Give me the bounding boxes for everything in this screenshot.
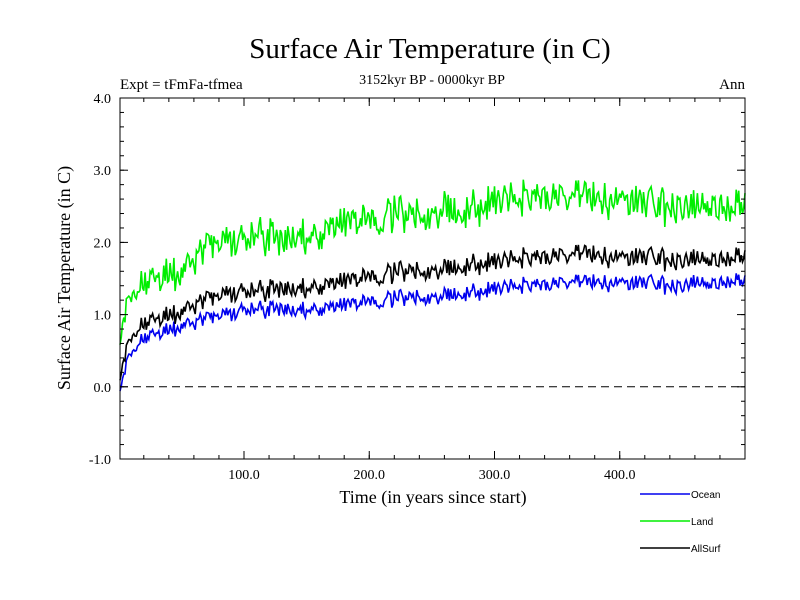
- ticks-layer: -1.0 0.0 1.0 2.0 3.0 4.0 100.0 200.0 300.0 400.0: [89, 92, 746, 483]
- y-tick-label: 3.0: [94, 164, 112, 179]
- series-line-land: [119, 179, 746, 345]
- legend: Ocean Land AllSurf: [640, 490, 721, 555]
- legend-label-allsurf: AllSurf: [691, 544, 721, 555]
- legend-label-ocean: Ocean: [691, 490, 720, 501]
- y-tick-label: 4.0: [94, 92, 112, 107]
- legend-label-land: Land: [691, 517, 713, 528]
- x-tick-label: 200.0: [353, 468, 385, 483]
- y-tick-label: 1.0: [94, 309, 112, 324]
- plot-frame: [119, 97, 746, 460]
- series-line-ocean: [119, 273, 746, 392]
- y-tick-label: -1.0: [89, 453, 111, 468]
- y-axis-label: Surface Air Temperature (in C): [54, 166, 75, 390]
- series-line-allsurf: [119, 244, 746, 381]
- x-tick-label: 400.0: [604, 468, 636, 483]
- chart-title: Surface Air Temperature (in C): [249, 33, 610, 65]
- x-tick-label: 100.0: [228, 468, 260, 483]
- series-layer: [119, 179, 746, 392]
- experiment-label: Expt = tFmFa-tfmea: [120, 77, 243, 93]
- y-tick-label: 2.0: [94, 236, 112, 251]
- x-axis-label: Time (in years since start): [339, 487, 526, 508]
- x-tick-label: 300.0: [479, 468, 511, 483]
- chart-subtitle: 3152kyr BP - 0000kyr BP: [359, 73, 505, 88]
- season-label: Ann: [719, 77, 745, 93]
- y-tick-label: 0.0: [94, 381, 112, 396]
